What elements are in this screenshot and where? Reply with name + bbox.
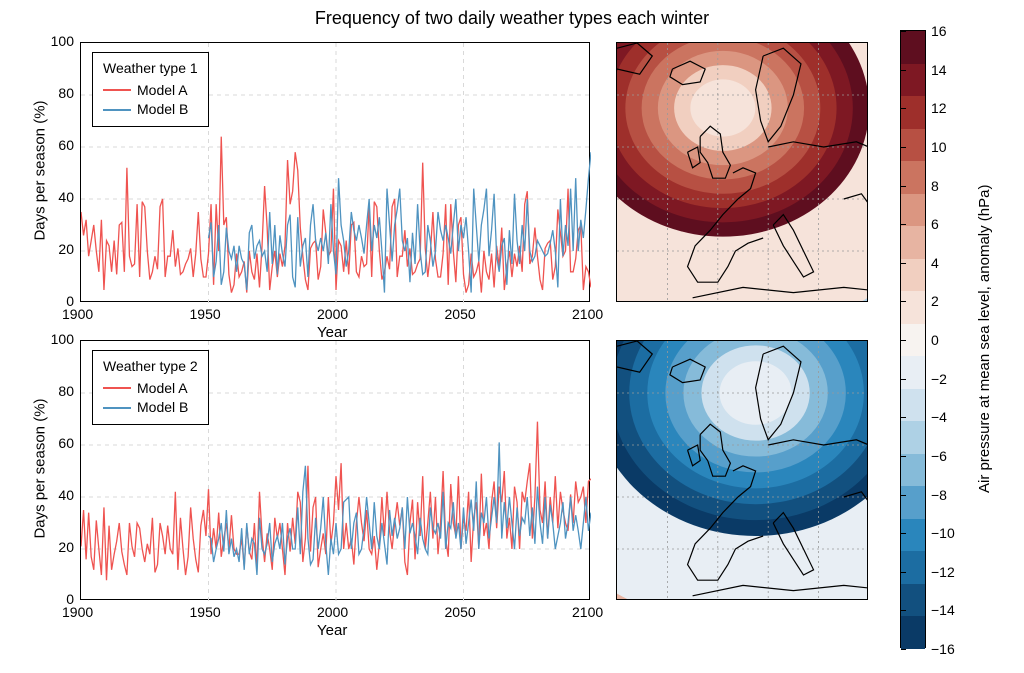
colorbar: −16−14−12−10−8−6−4−20246810121416 [900,30,926,648]
y-tick: 60 [58,137,74,153]
colorbar-segment [901,551,925,584]
legend-label: Model B [137,100,188,120]
colorbar-tick: 14 [925,62,947,78]
colorbar-tick: 8 [925,178,939,194]
y-tick: 80 [58,383,74,399]
colorbar-segment [901,226,925,259]
legend-title: Weather type 1 [103,59,198,79]
colorbar-tick: 6 [925,216,939,232]
colorbar-segment [901,129,925,162]
colorbar-segment [901,356,925,389]
legend-2: Weather type 2Model AModel B [92,350,209,425]
colorbar-segment [901,616,925,649]
y-tick: 0 [66,591,74,607]
x-tick: 2100 [572,306,603,322]
colorbar-tick: 4 [925,255,939,271]
legend-label: Model A [137,379,188,399]
colorbar-segment [901,194,925,227]
x-axis-label: Year [317,622,347,639]
map-panel-1 [616,42,868,302]
y-tick: 100 [51,33,74,49]
figure-title: Frequency of two daily weather types eac… [0,8,1024,29]
x-tick: 1950 [190,604,221,620]
colorbar-tick: −6 [925,448,947,464]
colorbar-tick: −14 [925,602,955,618]
colorbar-tick: −4 [925,409,947,425]
colorbar-tick: −8 [925,487,947,503]
legend-swatch [103,89,131,91]
colorbar-tick: 12 [925,100,947,116]
legend-swatch [103,387,131,389]
colorbar-segment [901,161,925,194]
x-axis-label: Year [317,324,347,341]
colorbar-segment [901,519,925,552]
colorbar-tick: −16 [925,641,955,657]
y-axis-label: Days per season (%) [32,389,49,549]
y-tick: 60 [58,435,74,451]
colorbar-segment [901,31,925,64]
legend-row: Model B [103,398,198,418]
legend-title: Weather type 2 [103,357,198,377]
map-panel-2 [616,340,868,600]
colorbar-tick: −10 [925,525,955,541]
x-tick: 2000 [317,604,348,620]
colorbar-segment [901,96,925,129]
y-tick: 0 [66,293,74,309]
colorbar-tick: 2 [925,293,939,309]
colorbar-tick: 16 [925,23,947,39]
x-tick: 1950 [190,306,221,322]
legend-row: Model A [103,379,198,399]
colorbar-segment [901,454,925,487]
y-tick: 20 [58,241,74,257]
colorbar-segment [901,421,925,454]
y-tick: 80 [58,85,74,101]
x-tick: 2050 [445,604,476,620]
x-tick: 2050 [445,306,476,322]
legend-label: Model A [137,81,188,101]
legend-row: Model A [103,81,198,101]
colorbar-segment [901,584,925,617]
y-tick: 40 [58,487,74,503]
y-axis-label: Days per season (%) [32,91,49,251]
x-tick: 2000 [317,306,348,322]
colorbar-label: Air pressure at mean sea level, anomaly … [976,70,993,608]
legend-1: Weather type 1Model AModel B [92,52,209,127]
y-tick: 40 [58,189,74,205]
y-tick: 20 [58,539,74,555]
colorbar-segment [901,291,925,324]
figure: Frequency of two daily weather types eac… [0,0,1024,673]
legend-label: Model B [137,398,188,418]
colorbar-tick: −2 [925,371,947,387]
colorbar-segment [901,64,925,97]
x-tick: 2100 [572,604,603,620]
legend-swatch [103,109,131,111]
colorbar-tick: 0 [925,332,939,348]
legend-row: Model B [103,100,198,120]
colorbar-segment [901,486,925,519]
legend-swatch [103,407,131,409]
colorbar-tick: −12 [925,564,955,580]
colorbar-tick: 10 [925,139,947,155]
y-tick: 100 [51,331,74,347]
